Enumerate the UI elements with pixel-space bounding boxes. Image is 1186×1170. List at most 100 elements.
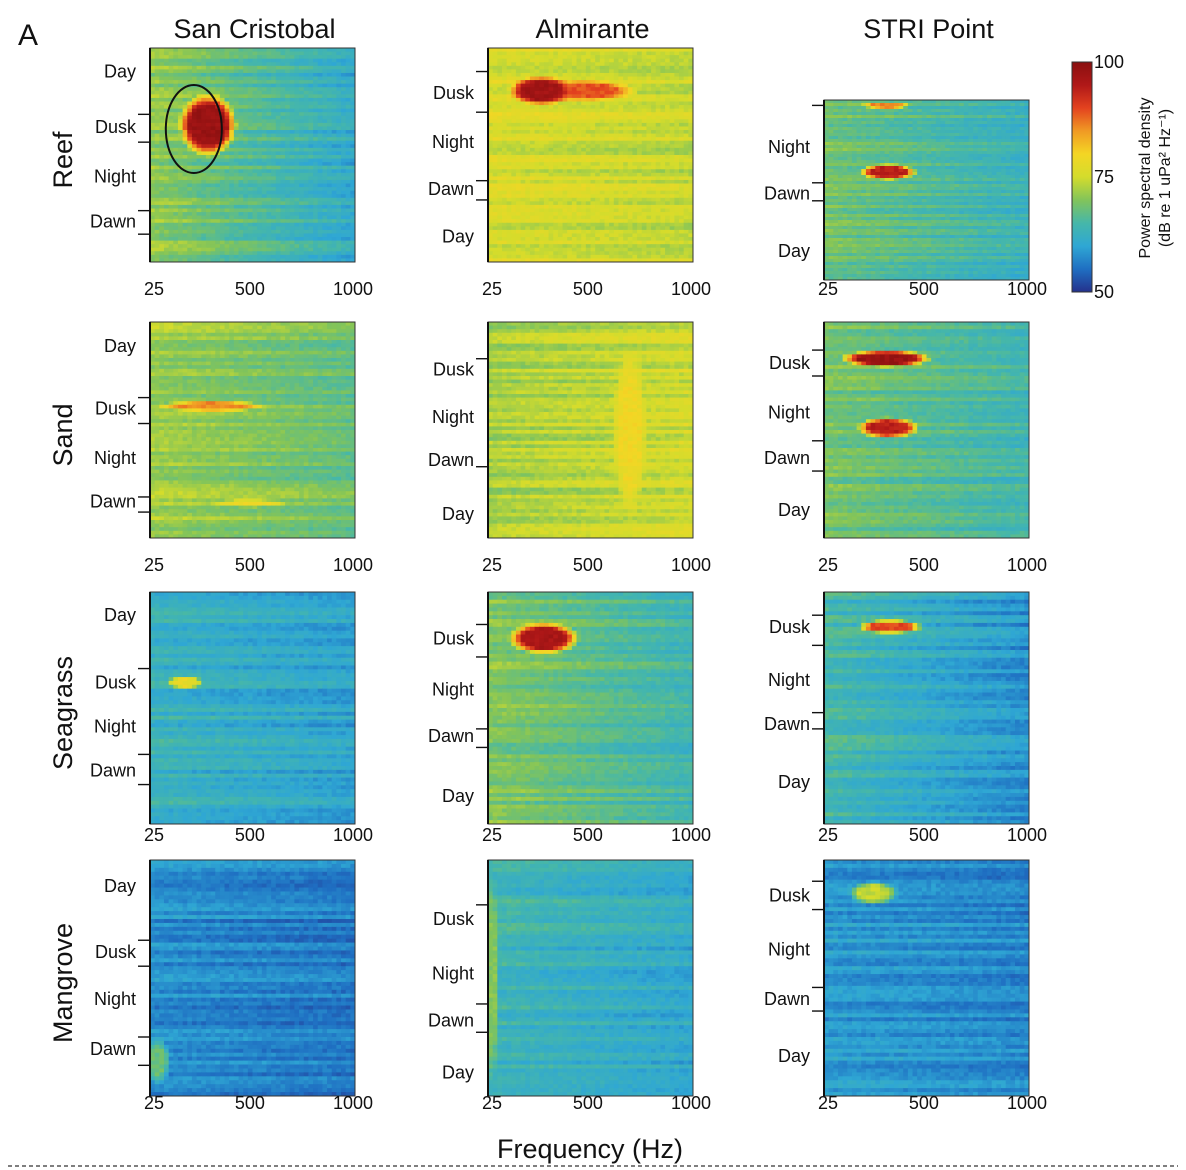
heatmap-cell (163, 72, 170, 78)
heatmap-cell (576, 151, 582, 156)
heatmap-cell (632, 137, 638, 142)
heatmap-cell (609, 94, 615, 99)
heatmap-cell (609, 197, 615, 202)
heatmap-cell (641, 133, 648, 138)
heatmap-cell (665, 65, 671, 70)
heatmap-cell (331, 237, 337, 242)
heatmap-cell (651, 90, 657, 95)
heatmap-cell (275, 151, 282, 156)
heatmap-cell (215, 55, 221, 60)
heatmap-cell (308, 204, 314, 210)
heatmap-cell (646, 229, 652, 235)
heatmap-cell (345, 212, 351, 217)
heatmap-cell (590, 222, 596, 227)
heatmap-cell (299, 197, 305, 202)
heatmap-cell (229, 72, 235, 78)
heatmap-cell (187, 240, 193, 245)
heatmap-cell (275, 254, 282, 260)
heatmap-cell (215, 97, 221, 103)
heatmap-cell (285, 69, 291, 74)
heatmap-cell (196, 172, 202, 177)
heatmap-cell (525, 147, 531, 153)
heatmap-cell (506, 155, 512, 160)
heatmap-cell (623, 222, 629, 227)
heatmap-cell (529, 219, 536, 224)
heatmap-cell (627, 179, 634, 185)
heatmap-cell (191, 219, 198, 224)
heatmap-cell (150, 126, 156, 131)
heatmap-cell (655, 183, 661, 188)
heatmap-cell (257, 144, 263, 149)
heatmap-cell (224, 140, 230, 145)
heatmap-cell (345, 179, 351, 185)
heatmap-cell (303, 222, 310, 227)
heatmap-cell (205, 76, 212, 81)
heatmap-cell (599, 137, 606, 142)
heatmap-cell (150, 194, 156, 199)
heatmap-cell (655, 165, 661, 170)
heatmap-cell (163, 151, 170, 156)
heatmap-cell (665, 208, 671, 213)
heatmap-cell (303, 219, 310, 224)
heatmap-cell (613, 162, 620, 167)
heatmap-cell (511, 147, 517, 153)
heatmap-cell (313, 219, 319, 224)
heatmap-cell (497, 65, 503, 70)
heatmap-cell (520, 197, 526, 202)
heatmap-cell (266, 158, 272, 163)
heatmap-cell (252, 80, 258, 85)
heatmap-cell (285, 119, 291, 124)
heatmap-cell (660, 197, 666, 202)
heatmap-cell (327, 87, 333, 92)
heatmap-cell (219, 254, 226, 260)
heatmap-cell (590, 162, 596, 167)
heatmap-cell (623, 155, 629, 160)
heatmap-cell (623, 212, 629, 217)
heatmap-cell (599, 115, 606, 120)
heatmap-cell (336, 222, 342, 227)
heatmap-cell (299, 69, 305, 74)
heatmap-cell (196, 122, 202, 128)
heatmap-cell (585, 172, 592, 177)
heatmap-cell (341, 208, 347, 213)
heatmap-cell (233, 65, 240, 70)
heatmap-cell (280, 158, 286, 163)
heatmap-cell (590, 130, 596, 135)
heatmap-cell (257, 151, 263, 156)
heatmap-cell (215, 83, 221, 88)
heatmap-cell (177, 97, 184, 103)
heatmap-cell (665, 158, 671, 163)
heatmap-cell (345, 187, 351, 192)
heatmap-cell (562, 169, 568, 174)
heatmap-cell (168, 233, 174, 238)
heatmap-cell (590, 194, 596, 199)
heatmap-cell (243, 165, 249, 170)
heatmap-cell (243, 105, 249, 110)
heatmap-cell (599, 144, 606, 149)
heatmap-cell (641, 72, 648, 78)
heatmap-cell (590, 183, 596, 188)
heatmap-cell (683, 187, 689, 192)
heatmap-cell (331, 215, 337, 220)
heatmap-cell (651, 58, 657, 63)
heatmap-cell (590, 69, 596, 74)
heatmap-cell (618, 172, 624, 177)
heatmap-cell (173, 219, 179, 224)
heatmap-cell (655, 140, 661, 145)
heatmap-cell (336, 72, 342, 78)
heatmap-cell (613, 222, 620, 227)
heatmap-cell (336, 147, 342, 153)
heatmap-cell (261, 176, 268, 181)
heatmap-cell (525, 169, 531, 174)
heatmap-cell (280, 83, 286, 88)
heatmap-cell (623, 72, 629, 78)
heatmap-cell (632, 155, 638, 160)
heatmap-cell (308, 240, 314, 245)
heatmap-cell (215, 51, 221, 56)
heatmap-cell (215, 62, 221, 67)
heatmap-cell (595, 87, 601, 92)
heatmap-cell (280, 240, 286, 245)
heatmap-cell (168, 219, 174, 224)
heatmap-cell (154, 65, 160, 70)
heatmap-cell (173, 58, 179, 63)
